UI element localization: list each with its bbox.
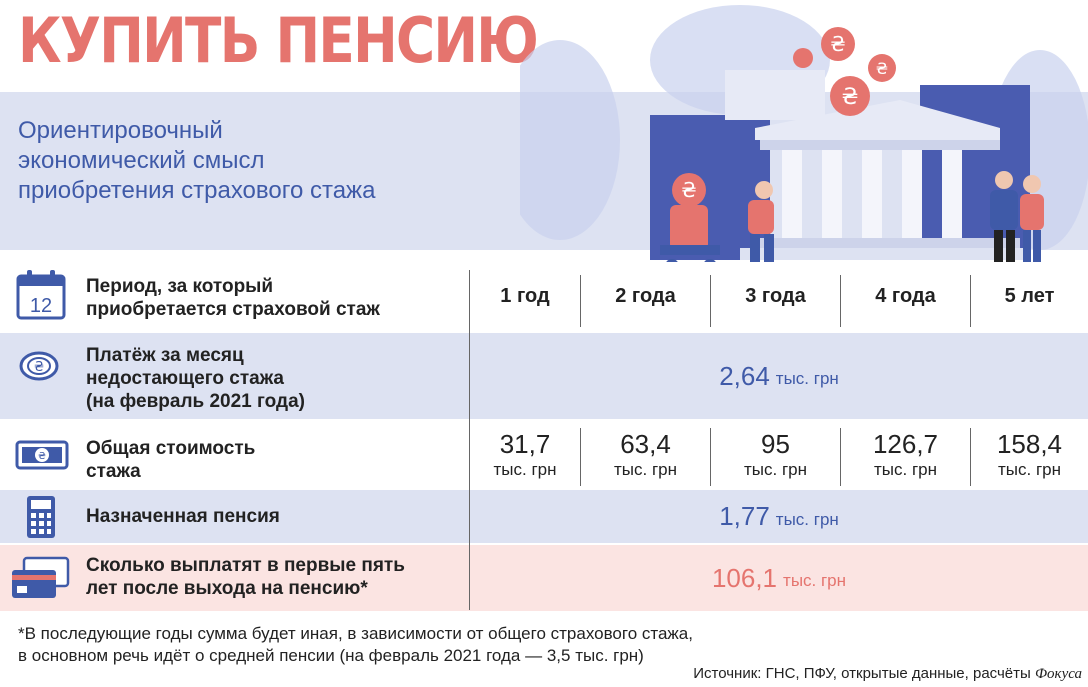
period-header: 1 год	[500, 284, 550, 307]
label-line: приобретается страховой стаж	[86, 299, 380, 320]
bank-roof	[755, 100, 1000, 140]
coin-symbol: ₴	[34, 360, 44, 375]
column-divider	[710, 428, 711, 486]
payout-label: Сколько выплатят в первые пять лет после…	[86, 554, 405, 600]
source-text: Источник: ГНС, ПФУ, открытые данные, рас…	[693, 665, 1031, 682]
cart	[660, 245, 720, 255]
table-row-monthly	[0, 333, 1088, 419]
payout-amount: 106,1	[711, 562, 778, 593]
banknote-symbol: ₴	[38, 451, 46, 462]
pension-label: Назначенная пенсия	[86, 506, 280, 527]
column-divider	[840, 428, 841, 486]
period-header: 2 года	[615, 284, 676, 307]
monthly-value: 2,64 тыс. грн	[470, 333, 1088, 419]
column-divider	[580, 428, 581, 486]
banknote-icon: ₴	[15, 440, 69, 470]
man-figure	[748, 181, 774, 272]
subtitle: Ориентировочный экономический смысл прио…	[18, 116, 375, 206]
total-amount: 63,4	[620, 429, 671, 459]
bank-step	[750, 238, 1020, 248]
table-row-pension	[0, 490, 1088, 543]
total-unit: тыс. грн	[998, 460, 1061, 479]
total-label: Общая стоимость стажа	[86, 437, 255, 483]
payout-value: 106,1 тыс. грн	[470, 545, 1088, 611]
label-line: Общая стоимость	[86, 438, 256, 459]
total-cell: 126,7 тыс. грн	[841, 423, 970, 489]
calculator-icon	[27, 496, 55, 538]
total-unit: тыс. грн	[874, 460, 937, 479]
monthly-label: Платёж за месяц недостающего стажа (на ф…	[86, 344, 305, 413]
coin-stack: ₴	[670, 173, 708, 250]
calendar-icon: 12	[16, 270, 66, 320]
subtitle-line: Ориентировочный	[18, 117, 223, 144]
label-line: (на февраль 2021 года)	[86, 391, 305, 412]
payout-unit: тыс. грн	[783, 571, 847, 590]
bank-step	[740, 248, 1030, 260]
svg-text:₴: ₴	[681, 178, 696, 202]
period-header: 4 года	[875, 284, 936, 307]
svg-text:₴: ₴	[841, 85, 858, 110]
column-divider	[970, 428, 971, 486]
label-line: Период, за который	[86, 276, 274, 297]
floating-coins: ₴ ₴ ₴	[793, 27, 896, 116]
total-unit: тыс. грн	[493, 460, 557, 479]
column-divider	[580, 275, 581, 327]
column-divider	[840, 275, 841, 327]
period-header: 3 года	[745, 284, 806, 307]
bank-illustration: ₴ ₴ ₴ ₴	[520, 5, 1088, 273]
total-cell: 158,4 тыс. грн	[971, 423, 1088, 489]
footnote-line: в основном речь идёт о средней пенсии (н…	[18, 646, 644, 665]
pension-value: 1,77 тыс. грн	[470, 490, 1088, 543]
building-back	[725, 70, 825, 120]
coin-icon: ₴	[19, 351, 59, 381]
total-amount: 126,7	[872, 429, 939, 459]
monthly-unit: тыс. грн	[775, 369, 839, 388]
svg-text:₴: ₴	[830, 32, 845, 56]
total-amount: 95	[761, 429, 790, 459]
label-line: Платёж за месяц	[86, 345, 244, 366]
total-cell: 95 тыс. грн	[711, 423, 840, 489]
footnote-line: *В последующие годы сумма будет иная, в …	[18, 624, 693, 643]
subtitle-line: экономический смысл	[18, 147, 265, 174]
subtitle-line: приобретения страхового стажа	[18, 177, 376, 204]
column-divider	[970, 275, 971, 327]
bank-card-icon	[12, 556, 70, 598]
total-amount: 31,7	[499, 429, 551, 459]
label-line: стажа	[86, 461, 141, 482]
source-note: Источник: ГНС, ПФУ, открытые данные, рас…	[693, 665, 1082, 683]
total-amount: 158,4	[996, 429, 1063, 459]
label-line: Сколько выплатят в первые пять	[86, 555, 405, 576]
period-label: Период, за который приобретается страхов…	[86, 275, 380, 321]
svg-text:₴: ₴	[876, 59, 888, 78]
calendar-day: 12	[30, 295, 52, 317]
footnote: *В последующие годы сумма будет иная, в …	[18, 623, 693, 667]
page-title: КУПИТЬ ПЕНСИЮ	[18, 4, 539, 77]
total-unit: тыс. грн	[614, 460, 677, 479]
total-cell: 31,7 тыс. грн	[470, 423, 580, 489]
column-divider	[469, 270, 470, 610]
period-header: 5 лет	[1004, 284, 1055, 307]
pension-unit: тыс. грн	[775, 509, 839, 529]
source-brand: Фокуса	[1034, 666, 1082, 682]
total-cell: 63,4 тыс. грн	[581, 423, 710, 489]
pension-amount: 1,77	[719, 501, 770, 531]
couple-figures	[990, 171, 1044, 272]
bank-columns	[782, 150, 962, 238]
label-line: недостающего стажа	[86, 368, 284, 389]
table-row-period	[0, 262, 1088, 330]
total-unit: тыс. грн	[744, 460, 807, 479]
monthly-amount: 2,64	[719, 360, 770, 391]
table-row-total	[0, 423, 1088, 489]
leaf-decoration	[520, 40, 620, 240]
bank-frieze	[760, 140, 1000, 150]
table-row-payout	[0, 545, 1088, 611]
column-divider	[710, 275, 711, 327]
label-line: лет после выхода на пенсию*	[86, 578, 368, 599]
